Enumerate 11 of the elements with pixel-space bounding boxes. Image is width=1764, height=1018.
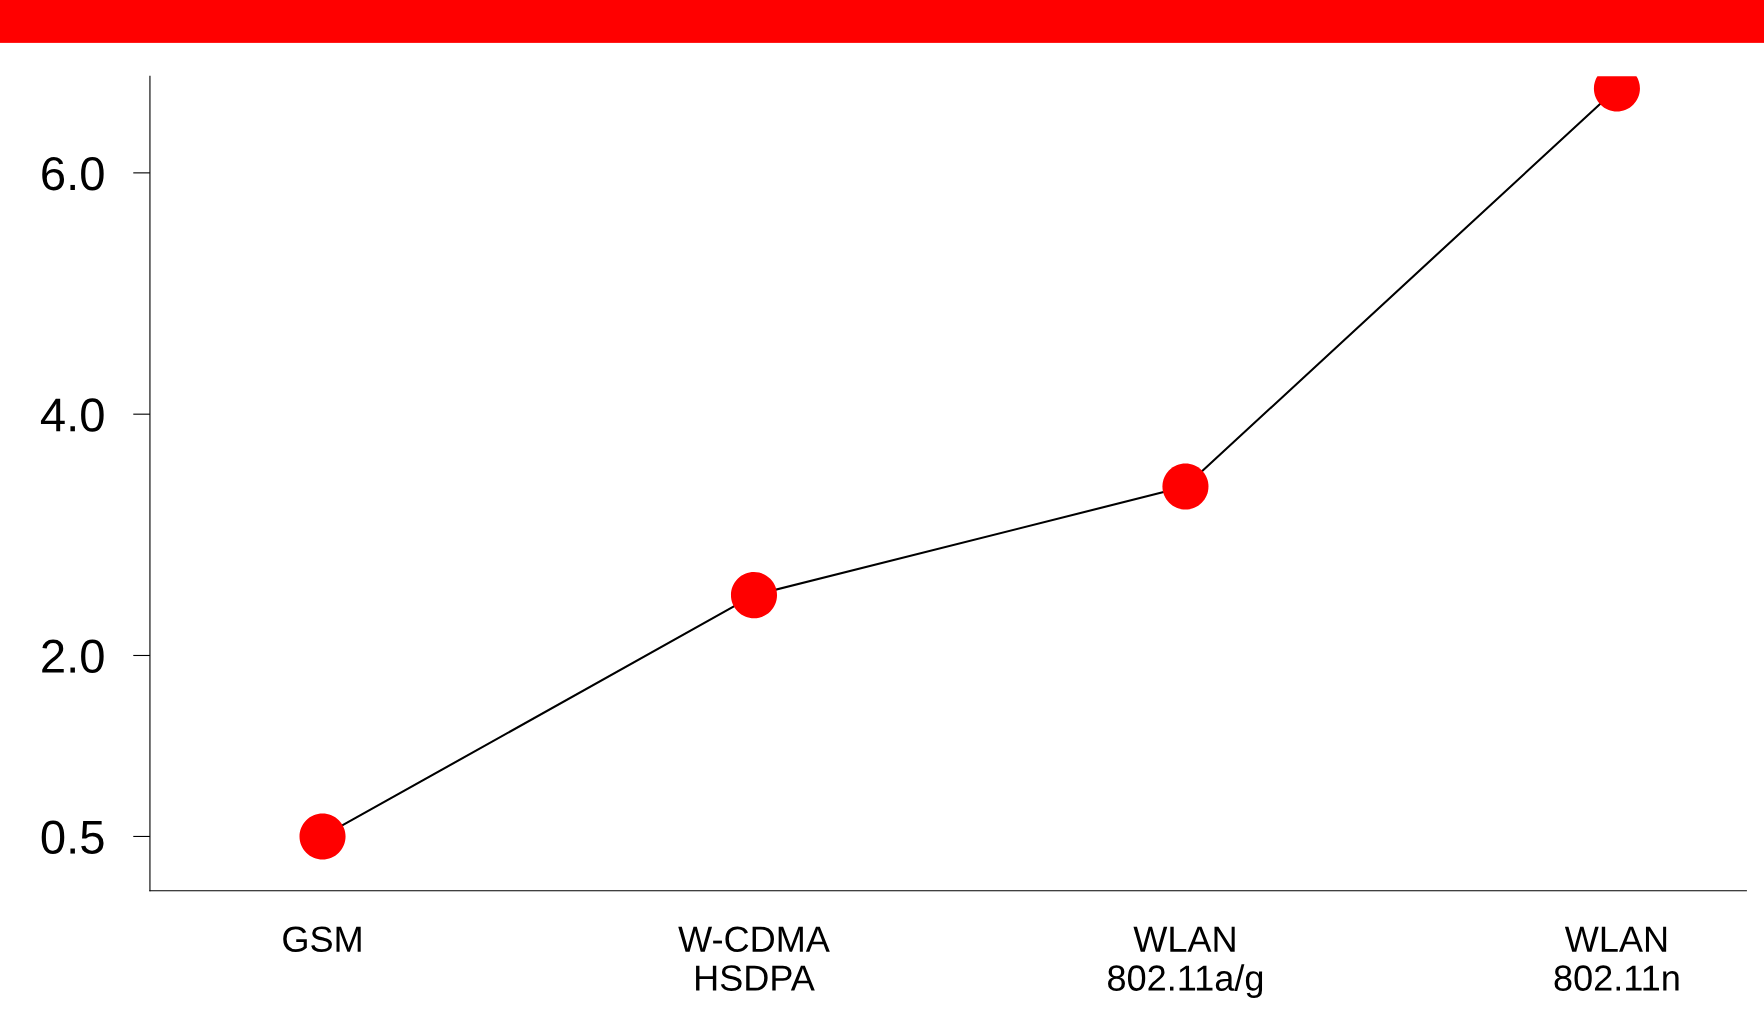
point xyxy=(730,572,778,619)
y-tick-label: 4.0 xyxy=(40,398,104,432)
y-tick-label: 2.0 xyxy=(42,639,104,674)
x-tick-label: GSM xyxy=(283,926,361,952)
point xyxy=(1162,463,1209,510)
x-tick-label: WLAN 802.11n xyxy=(1554,926,1679,991)
point xyxy=(299,813,346,860)
x-tick-label: WLAN 802.11a/g xyxy=(1108,926,1263,999)
x-tick-label: W-CDMA HSDPA xyxy=(678,926,830,991)
y-tick-label: 6.0 xyxy=(42,157,104,191)
y-tick-label: 0.5 xyxy=(41,820,104,855)
